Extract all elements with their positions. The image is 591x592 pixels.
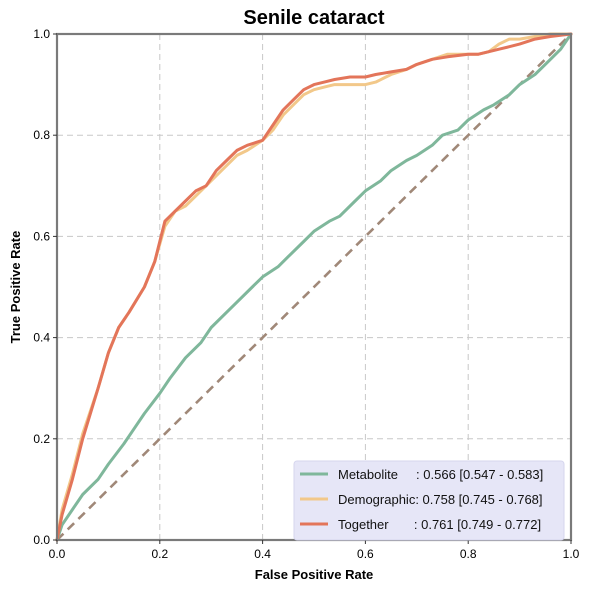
x-tick-label: 0.0 [49,547,66,561]
legend-label-metabolite: Metabolite : 0.566 [0.547 - 0.583] [338,467,543,482]
y-tick-label: 0.2 [33,432,50,446]
legend-box [293,460,565,541]
x-tick-label: 1.0 [563,547,580,561]
y-axis-label: True Positive Rate [8,231,23,344]
series-line-together [55,32,573,542]
legend: Metabolite : 0.566 [0.547 - 0.583] Demogr… [293,460,565,541]
y-tick-label: 0.0 [33,533,50,547]
y-tick-label: 1.0 [33,27,50,41]
x-tick-label: 0.6 [357,547,374,561]
chance-diagonal-line [56,33,572,541]
y-tick-label: 0.6 [33,229,50,243]
chart-title: Senile cataract [243,7,385,29]
x-axis-label: False Positive Rate [255,567,374,582]
diagonal-layer [56,33,572,541]
x-tick-label: 0.8 [460,547,477,561]
legend-label-demographic: Demographic: 0.758 [0.745 - 0.768] [338,492,543,507]
legend-label-together: Together : 0.761 [0.749 - 0.772] [338,517,541,532]
y-tick-label: 0.8 [33,128,50,142]
y-tick-label: 0.4 [33,331,50,345]
series-layer [55,32,573,542]
tick-layer: 0.0 0.2 0.4 0.6 0.8 1.0 0.0 0.2 0.4 0.6 0.8 1.0 [33,27,579,561]
x-tick-label: 0.4 [254,547,271,561]
series-line-metabolite [55,32,573,542]
x-tick-label: 0.2 [151,547,168,561]
